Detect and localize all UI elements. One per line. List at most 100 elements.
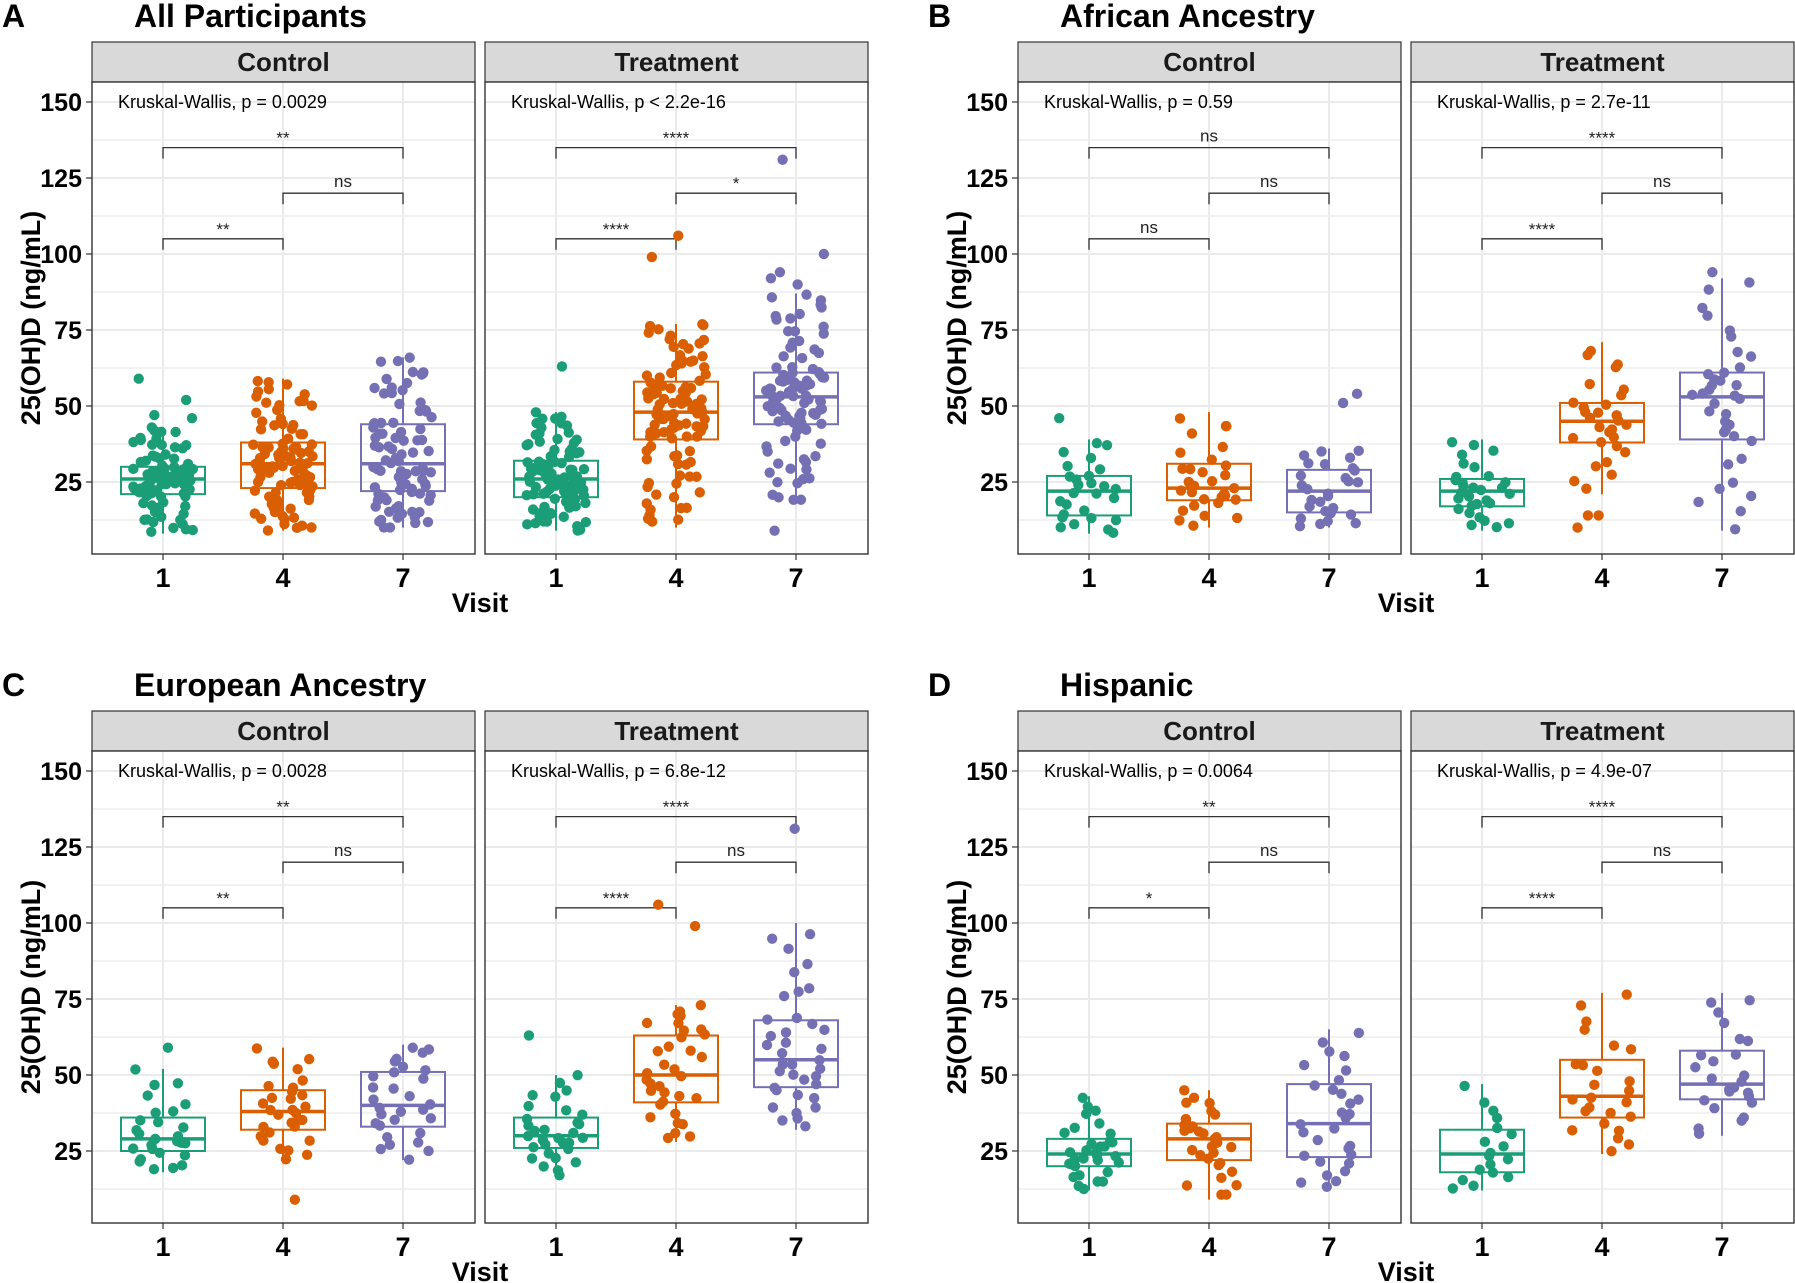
data-point [1623, 1085, 1635, 1096]
data-point [1608, 1040, 1620, 1051]
data-point [1479, 1136, 1491, 1148]
data-point [1094, 464, 1106, 475]
data-point [570, 1157, 581, 1168]
facet-treatment: Treatment Kruskal-Wallis, p = 2.7e-11 ****… [1410, 41, 1795, 593]
data-point [251, 1043, 263, 1054]
data-point [369, 382, 380, 394]
data-point [685, 456, 696, 468]
significance-label: **** [1529, 220, 1556, 239]
x-tick-label: 1 [1081, 1232, 1096, 1262]
data-point [572, 1069, 583, 1081]
data-point [168, 522, 179, 534]
data-point [388, 1083, 399, 1094]
data-point [1188, 1092, 1200, 1104]
data-point [1090, 1105, 1101, 1116]
facet-strip-label: Treatment [1540, 47, 1665, 77]
data-point [176, 1160, 188, 1171]
box [1679, 1049, 1765, 1101]
data-point [1456, 449, 1468, 460]
data-point [668, 341, 679, 353]
box [633, 1034, 719, 1104]
data-point [1612, 1133, 1624, 1144]
box-group-visit-1 [120, 1042, 206, 1175]
y-tick-label: 100 [40, 910, 82, 938]
data-point [1091, 488, 1102, 499]
box-group-visit-1 [513, 1030, 599, 1181]
data-point [1340, 472, 1351, 484]
data-point [1595, 436, 1607, 448]
data-point [539, 501, 550, 513]
data-point [1336, 1088, 1347, 1100]
significance-bracket [1088, 146, 1330, 159]
data-point [1226, 1166, 1238, 1177]
data-point [1469, 461, 1480, 473]
data-point [645, 441, 657, 452]
data-point [669, 1064, 680, 1075]
data-point [773, 492, 784, 503]
significance-bracket [282, 861, 404, 874]
data-point [1315, 1156, 1326, 1167]
data-point [1333, 1075, 1345, 1086]
data-point [1502, 1171, 1514, 1183]
kruskal-wallis-label: Kruskal-Wallis, p = 6.8e-12 [511, 761, 726, 781]
data-point [572, 1117, 583, 1128]
data-point [681, 431, 693, 442]
data-point [1483, 470, 1495, 482]
facet-strip-label: Control [1163, 716, 1255, 746]
box-group-visit-1 [1046, 412, 1132, 539]
data-point [1295, 513, 1307, 524]
data-point [167, 1162, 179, 1174]
data-point [786, 1059, 798, 1070]
data-point [1492, 1122, 1503, 1134]
data-point [1619, 447, 1631, 458]
data-point [1055, 522, 1066, 533]
data-point [1567, 432, 1579, 444]
data-point [552, 1165, 564, 1176]
kruskal-wallis-label: Kruskal-Wallis, p = 0.0028 [118, 761, 327, 781]
panel-a: A All Participants 25(OH)D (ng/mL) 25 50 75 10… [2, 0, 869, 618]
data-point [1317, 1037, 1329, 1048]
data-point [761, 441, 772, 452]
data-point [394, 398, 405, 410]
data-point [796, 352, 808, 364]
data-point [378, 388, 390, 399]
data-point [1739, 1070, 1750, 1081]
data-point [1079, 505, 1090, 516]
data-point [1690, 1062, 1701, 1073]
data-point [1217, 441, 1228, 453]
data-point [666, 367, 677, 379]
data-point [1294, 520, 1306, 532]
data-point [265, 1104, 276, 1116]
data-point [672, 1117, 683, 1129]
box-group-visit-4 [633, 899, 719, 1144]
data-point [769, 1082, 780, 1093]
panel-c: C European Ancestry 25(OH)D (ng/mL) 25 50 75 1… [2, 667, 869, 1283]
data-point [257, 442, 268, 453]
data-point [815, 438, 827, 449]
data-point [657, 380, 668, 392]
data-point [1231, 1180, 1242, 1191]
data-point [1606, 424, 1618, 435]
y-axis-title: 25(OH)D (ng/mL) [942, 880, 972, 1094]
box-group-visit-7 [360, 352, 446, 533]
data-point-outlier [289, 1194, 301, 1205]
data-point [368, 1071, 379, 1082]
facet-strip-label: Control [237, 716, 329, 746]
data-point [1713, 1007, 1724, 1018]
data-point [407, 447, 419, 458]
data-point-outlier [769, 525, 780, 536]
y-tick-label: 75 [980, 986, 1008, 1014]
data-point [681, 418, 692, 429]
data-point-outlier [523, 1030, 535, 1041]
data-point [577, 1109, 588, 1120]
data-point [148, 1163, 160, 1175]
y-axis-title: 25(OH)D (ng/mL) [16, 880, 46, 1094]
significance-bracket [1088, 815, 1330, 828]
data-point [1186, 1144, 1198, 1156]
significance-bracket [1208, 192, 1330, 205]
data-point [142, 1090, 153, 1101]
x-tick-label: 1 [1081, 563, 1096, 593]
data-point [668, 417, 680, 429]
data-point [1339, 1165, 1351, 1177]
data-point [641, 1017, 653, 1029]
